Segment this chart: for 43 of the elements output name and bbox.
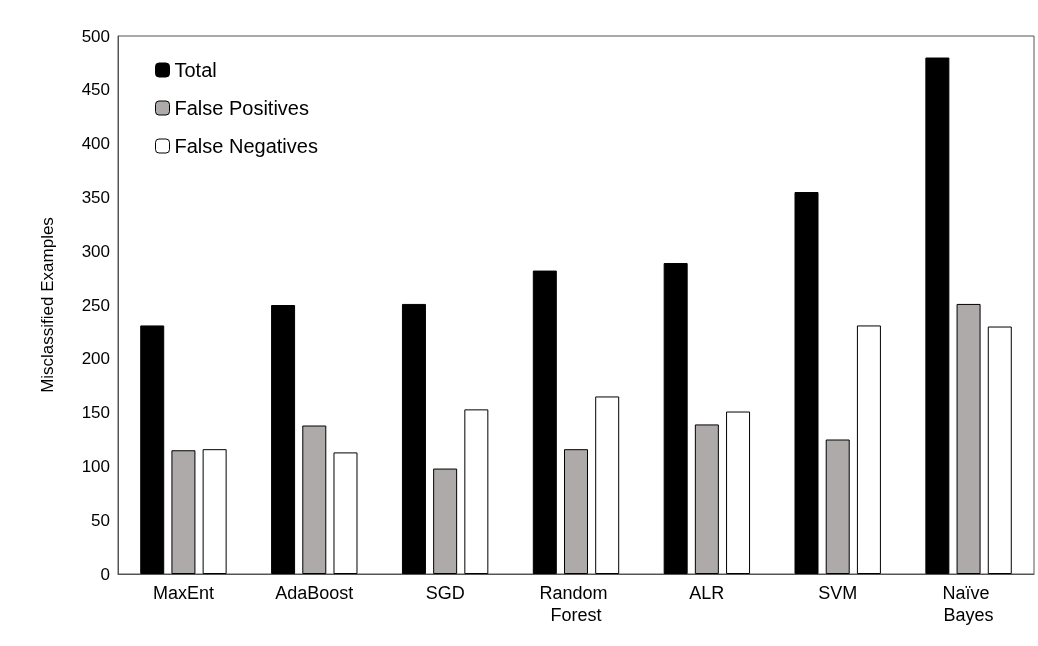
bar (401, 303, 426, 574)
bar (925, 57, 950, 574)
x-tick-label: MaxEnt (152, 583, 214, 603)
bar (987, 326, 1012, 574)
bar (663, 263, 688, 574)
y-tick-label: 500 (81, 26, 110, 46)
x-tick-label: SGD (425, 583, 465, 603)
bar (140, 325, 165, 574)
y-tick-label: 200 (81, 349, 110, 369)
bar (464, 409, 489, 574)
bar (694, 424, 719, 574)
y-tick-label: 450 (81, 80, 110, 100)
y-tick-label: 50 (91, 510, 110, 530)
y-axis-title: Misclassified Examples (38, 217, 57, 393)
bar (302, 425, 327, 574)
bar (856, 325, 881, 574)
bar (564, 449, 588, 574)
bar (595, 396, 620, 574)
y-tick-label: 300 (81, 241, 110, 261)
legend-label: Total (174, 59, 217, 81)
y-tick-label: 150 (81, 403, 110, 423)
x-tick-label: Naïve Bayes (942, 583, 995, 625)
x-tick-label: AdaBoost (275, 583, 354, 603)
bar (271, 305, 296, 574)
x-tick-label: SVM (818, 583, 858, 603)
y-tick-label: 400 (81, 134, 110, 154)
y-tick-label: 100 (81, 456, 110, 476)
bar (532, 270, 557, 574)
y-tick-label: 0 (100, 564, 110, 584)
bar (956, 303, 981, 574)
bar (433, 468, 458, 574)
bar (825, 439, 850, 574)
bar (171, 450, 196, 574)
legend-label: False Negatives (174, 135, 318, 157)
x-tick-label: ALR (689, 583, 725, 603)
y-tick-label: 250 (81, 295, 110, 315)
x-tick-label: Random Forest (539, 583, 613, 625)
bar (333, 452, 358, 574)
bar (726, 411, 751, 574)
legend-label: False Positives (174, 97, 309, 119)
bar (794, 192, 819, 574)
bar (202, 449, 227, 574)
y-tick-label: 350 (81, 187, 110, 207)
